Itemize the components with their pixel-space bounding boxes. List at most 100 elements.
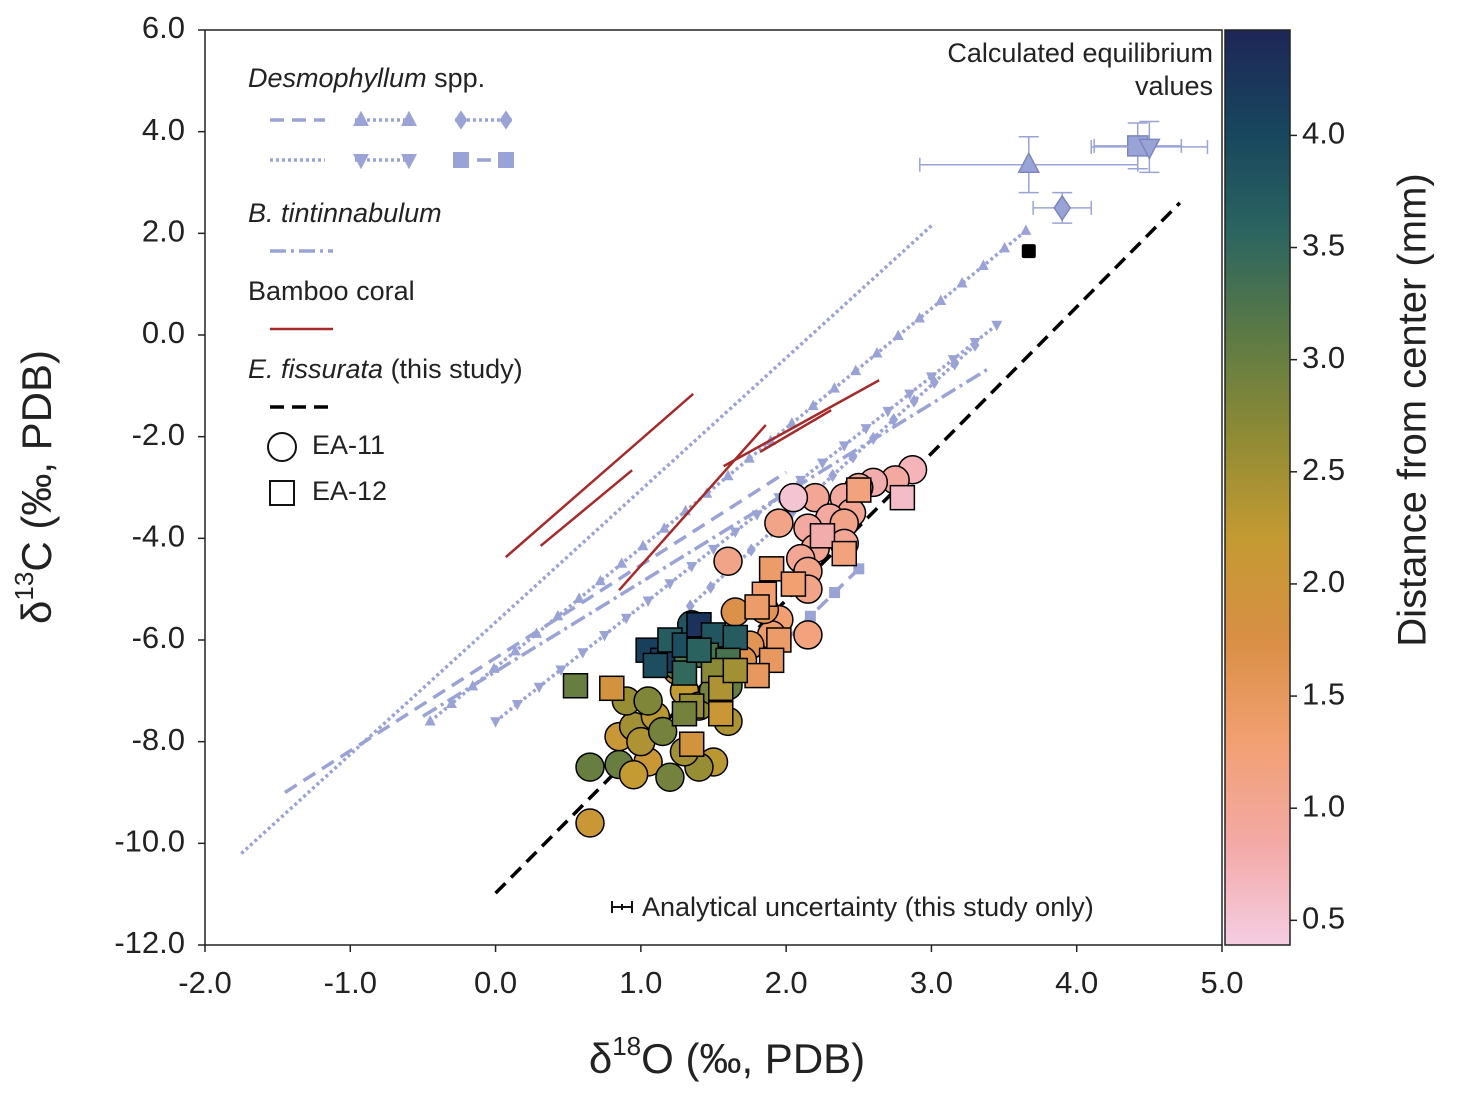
data-point [633, 686, 663, 716]
legend-title: Desmophyllum spp. [248, 63, 485, 93]
reference-line [539, 469, 633, 547]
legend-label: EA-12 [312, 476, 387, 506]
line-marker [828, 382, 840, 393]
legend-marker [499, 110, 513, 130]
data-point [778, 482, 809, 513]
line-marker [746, 543, 756, 557]
uncertainty-symbol [611, 901, 633, 913]
line-marker [616, 557, 628, 568]
legend-title-part: spp. [427, 63, 486, 93]
equilibrium-point [1021, 244, 1036, 259]
y-tick-label: -10.0 [114, 824, 185, 859]
data-point [708, 700, 734, 727]
legend-marker [401, 154, 417, 170]
equilibrium-point [1017, 151, 1041, 173]
data-point [671, 660, 698, 686]
line-marker [706, 580, 715, 594]
line-marker [925, 372, 937, 383]
line-marker [511, 699, 523, 711]
line-marker [685, 599, 695, 613]
legend-marker [267, 432, 297, 462]
data-point [889, 484, 916, 511]
legend-title: Bamboo coral [248, 276, 415, 306]
data-point [758, 556, 785, 582]
line-marker [722, 469, 734, 481]
reference-line [504, 393, 694, 559]
line-marker [424, 715, 436, 726]
label-part: O (‰, PDB) [641, 1035, 865, 1082]
line-marker [829, 587, 841, 599]
line-marker [620, 613, 632, 625]
line-marker [828, 468, 838, 483]
colorbar-tick-label: 0.5 [1302, 901, 1345, 936]
y-tick-label: -8.0 [132, 722, 185, 757]
line-marker [871, 347, 883, 358]
line-marker [555, 665, 567, 676]
line-marker [999, 241, 1011, 253]
data-point [744, 594, 770, 620]
data-point [722, 624, 749, 651]
line-marker [807, 399, 819, 411]
label-part: δ [589, 1035, 612, 1082]
line-marker [1020, 224, 1032, 235]
y-tick-label: 2.0 [142, 214, 185, 249]
x-tick-label: 1.0 [619, 965, 662, 1000]
legend-title: B. tintinnabulum [248, 198, 442, 228]
data-point [686, 637, 712, 663]
data-point [780, 571, 807, 597]
legend-title-part: Bamboo coral [248, 276, 415, 306]
data-point [618, 759, 649, 790]
legend-marker [498, 152, 514, 168]
label-part: 18 [612, 1031, 641, 1061]
line-marker [509, 644, 521, 656]
legend-marker [454, 110, 468, 130]
line-marker [816, 458, 828, 470]
reference-line [422, 366, 991, 718]
line-marker [991, 320, 1003, 332]
line-marker [838, 441, 850, 452]
label-part: C (‰, PDB) [13, 350, 60, 572]
x-tick-label: 3.0 [910, 965, 953, 1000]
annotation: Calculated equilibrium [947, 38, 1213, 68]
y-tick-label: -6.0 [132, 620, 185, 655]
x-tick-label: -2.0 [178, 965, 231, 1000]
line-marker [853, 563, 865, 575]
line-marker [935, 294, 947, 305]
annotation: Analytical uncertainty (this study only) [642, 892, 1094, 922]
line-marker [531, 627, 543, 638]
line-marker [850, 364, 862, 376]
data-point [846, 477, 872, 503]
line-marker [882, 406, 894, 418]
plot-frame [204, 29, 1223, 946]
label-part: δ [13, 601, 60, 624]
line-marker [488, 662, 500, 673]
plot-layer [240, 120, 1209, 895]
y-tick-label: 0.0 [142, 315, 185, 350]
data-point [764, 508, 794, 538]
line-marker [913, 312, 925, 323]
data-point [713, 546, 743, 576]
data-point [744, 662, 770, 689]
line-marker [889, 413, 899, 427]
data-point [655, 762, 685, 792]
colorbar-tick-label: 1.5 [1302, 676, 1345, 711]
legend-label: EA-11 [312, 430, 385, 460]
legend-title: E. fissurata (this study) [248, 354, 523, 384]
line-marker [445, 697, 457, 708]
reference-line [784, 567, 861, 642]
line-marker [658, 522, 670, 533]
equilibrium-point [1138, 138, 1161, 161]
y-tick-label: -12.0 [114, 925, 185, 960]
data-point [575, 808, 605, 838]
line-marker [729, 527, 741, 539]
colorbar-tick-label: 4.0 [1302, 116, 1345, 151]
x-tick-label: -1.0 [324, 965, 377, 1000]
y-tick-label: -4.0 [132, 519, 185, 554]
legend-marker [353, 154, 369, 170]
line-marker [969, 337, 981, 349]
reference-line [759, 409, 832, 453]
line-marker [637, 539, 649, 551]
legend-marker [269, 480, 295, 506]
data-point [722, 657, 749, 684]
